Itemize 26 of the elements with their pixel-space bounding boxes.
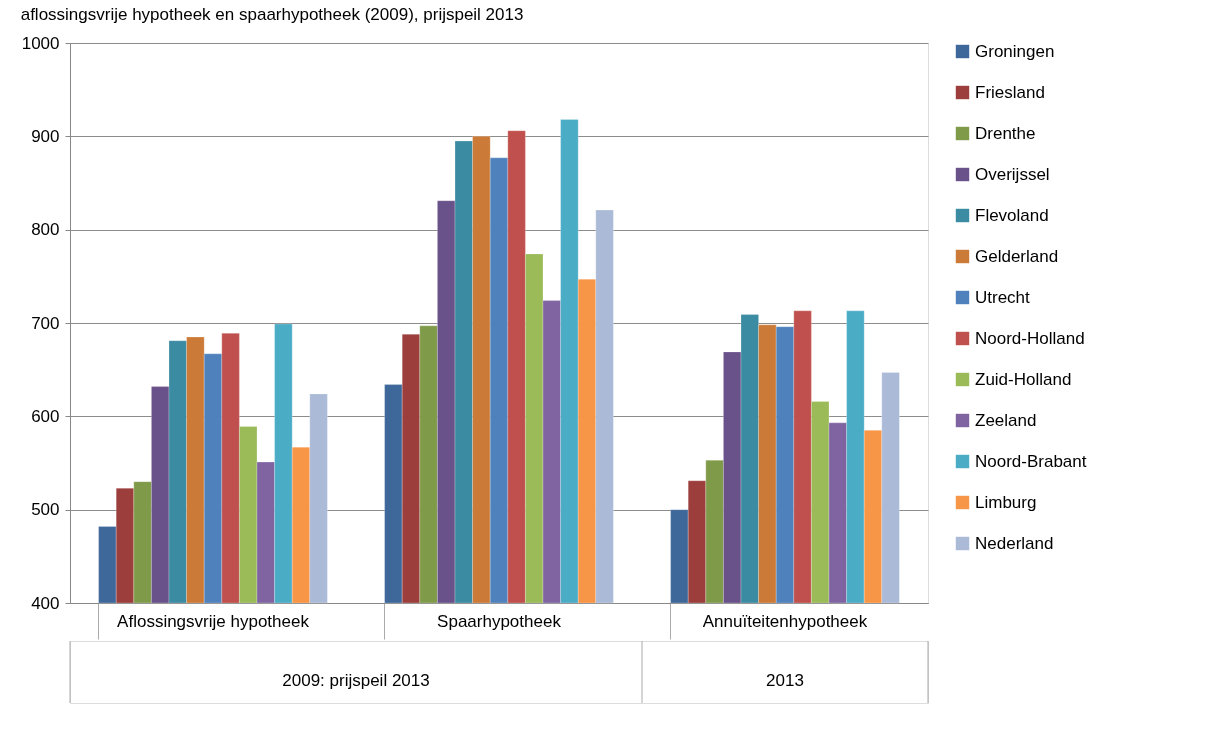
text: 2013 — [766, 671, 804, 690]
y-tick-label: 700 — [31, 313, 60, 333]
chart-title: aflossingsvrije hypotheek en spaarhypotheek (2009), prijspeil 2013 — [20, 4, 524, 24]
y-tick-label: 500 — [31, 500, 60, 520]
legend-label: Friesland — [975, 82, 1045, 102]
legend-label: Drenthe — [975, 123, 1036, 143]
x-tick-label: Annuïteitenhypotheek — [702, 611, 868, 631]
text: 2009: prijspeil 2013 — [282, 671, 430, 690]
legend-label: Limburg — [975, 492, 1037, 512]
y-tick-label: 900 — [31, 126, 60, 146]
y-tick-label: 600 — [31, 406, 60, 426]
x-tick-label: Spaarhypotheek — [437, 611, 562, 631]
legend-label: Utrecht — [975, 287, 1031, 307]
x-tick-label: Aflossingsvrije hypotheek — [117, 611, 310, 631]
legend-label: Zuid-Holland — [975, 369, 1072, 389]
legend-label: Groningen — [975, 41, 1055, 61]
legend-label: Gelderland — [975, 246, 1059, 266]
legend-label: Noord-Brabant — [975, 451, 1087, 471]
y-tick-label: 1000 — [21, 33, 60, 53]
y-tick-label: 400 — [31, 593, 60, 613]
legend-label: Zeeland — [975, 410, 1037, 430]
legend-label: Noord-Holland — [975, 328, 1085, 348]
legend-label: Nederland — [975, 533, 1054, 553]
legend-label: Flevoland — [975, 205, 1049, 225]
legend-label: Overijssel — [975, 164, 1050, 184]
y-tick-label: 800 — [31, 220, 60, 240]
